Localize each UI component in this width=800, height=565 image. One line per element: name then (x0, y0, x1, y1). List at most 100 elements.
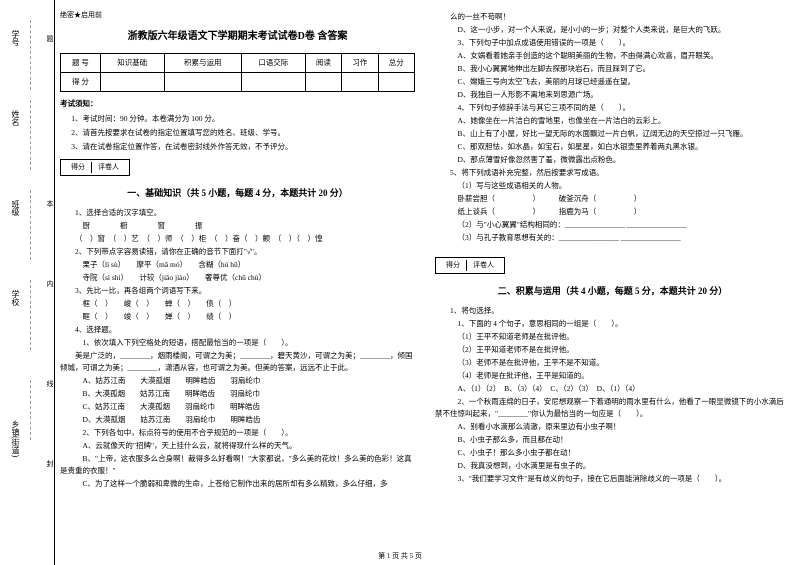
r4b: B、山上有了小屋，好比一望无际的水面飘过一片白帆，辽阔无边的天空掠过一只飞雁。 (435, 128, 790, 140)
th-no: 题 号 (61, 54, 101, 73)
th-1: 知识基础 (100, 54, 164, 73)
score-entry-2: 得分评卷人 (435, 257, 505, 274)
q4-1c: C、姑苏江南 大漠孤烟 羽扇纶巾 明眸皓齿 (60, 401, 415, 413)
r3c: C、嫦娥三号向太空飞去，美丽的月球已经遥遥在望。 (435, 76, 790, 88)
q4-2: 2、下列各句中，标点符号的使用不合乎规范的一项是（ ）。 (60, 427, 415, 439)
td-4 (305, 73, 341, 92)
rq1-2d: D、我真没想到，小水滴里是有虫子的。 (435, 460, 790, 472)
r5-1b: 纸上谈兵（ ） 指鹿为马（ ） (435, 206, 790, 218)
r5-1: （1）写与这些成语相关的人物。 (435, 180, 790, 192)
r5-3: （3）与孔子教育思想有关的：________________ _________… (435, 232, 790, 244)
q4-1: 1、依次填入下列空格处的短语，搭配最恰当的一项是（ ）。 (60, 337, 415, 349)
td-6 (378, 73, 414, 92)
score-table: 题 号 知识基础 积累与运用 口语交际 阅读 习作 总分 得 分 (60, 53, 415, 92)
notice-2: 2、请首先按要求在试卷的指定位置填写您的姓名、班级、学号。 (60, 127, 415, 139)
r4: 4、下列句子修辞手法与其它三项不同的是（ ）。 (435, 102, 790, 114)
r4c: C、那双胆怯，如水晶，如宝石，如星星，如白水银壶里养着两丸黑水银。 (435, 141, 790, 153)
q2a: 栗子（lì sù） 摩平（mā mó） 含糊（hú hū） (60, 259, 415, 271)
notice-1: 1、考试时间：90 分钟。本卷满分为 100 分。 (60, 113, 415, 125)
side-line-1 (30, 20, 31, 90)
side-note-1: 本 (45, 200, 55, 207)
q2b: 寺院（sì shì） 计较（jiǎo jiào） 奢尊优（chū chù） (60, 272, 415, 284)
q4-1b: B、大漠孤烟 姑苏江南 明眸皓齿 羽扇纶巾 (60, 388, 415, 400)
side-line-5 (30, 380, 31, 440)
section2-title: 二、积累与运用（共 4 小题，每题 5 分，本题共计 20 分） (435, 284, 790, 298)
rq1: 1、将句选择。 (435, 305, 790, 317)
rq1-2c: C、小虫子！那么多小虫子都在动！ (435, 447, 790, 459)
q4-2c: C、为了这样一个脆弱和卑微的生命，上苍给它制作出来的居所却有多么精致，多么仔细，… (60, 478, 415, 490)
rq1-1c: （3）老师不是在批评他，王平不是不知道。 (435, 357, 790, 369)
exam-title: 浙教版六年级语文下学期期末考试试卷D卷 含答案 (60, 29, 415, 45)
r3a: A、女娲看着她亲手创造的这个聪明美丽的生物，不由得满心欢喜，眉开眼笑。 (435, 50, 790, 62)
r4d: D、那点薄雪好像忽然害了羞，微微露出点粉色。 (435, 154, 790, 166)
notice-title: 考试须知： (60, 98, 415, 110)
rq1-2: 2、一个秋雨连绵的日子，安尼想观察一下着通明的雨水里有什么，他看了一眼显微镜下的… (435, 396, 790, 420)
notice-3: 3、请在试卷指定位置作答，在试卷密封线外作答无效，不予评分。 (60, 141, 415, 153)
r3: 3、下列句子中加点成语使用错误的一项是（ ）。 (435, 37, 790, 49)
q4-1t: 美是广泛的，________，烟雨楼阁，可谓之为美；________，碧天黄沙，… (60, 350, 415, 374)
q3b: 眶（ ） 竣（ ） 婵（ ） 绩（ ） (60, 311, 415, 323)
page-container: 绝密★启用前 浙教版六年级语文下学期期末考试试卷D卷 含答案 题 号 知识基础 … (0, 0, 800, 565)
side-note-3: 线 (45, 380, 55, 387)
r5-1a: 卧薪尝胆（ ） 破釜沉舟（ ） (435, 193, 790, 205)
confidential-mark: 绝密★启用前 (60, 10, 415, 21)
rq1-2a: A、别看小水滴那么清澈，原来里边有小虫子啊！ (435, 421, 790, 433)
r5-2: （2）与"小心翼翼"结构相同的：________________ _______… (435, 219, 790, 231)
r4a: A、她像坐在一片洁白的雪地里，也像坐在一片洁白的云彩上。 (435, 115, 790, 127)
q3: 3、先比一比，再各组两个词语写下来。 (60, 285, 415, 297)
side-note-2: 内 (45, 280, 55, 287)
score2-r: 评卷人 (467, 260, 500, 271)
side-label-exam-no: 学号 (10, 30, 21, 46)
q4-2a: A、云就像天的"招牌"，天上挂什么云，就将得现什么样的天气。 (60, 440, 415, 452)
td-score-label: 得 分 (61, 73, 101, 92)
side-line-4 (30, 280, 31, 350)
page-footer: 第 1 页 共 5 页 (0, 551, 800, 561)
r2: D、这一小步，对一个人来说，是小小的一步；对整个人类来说，是巨大的飞跃。 (435, 24, 790, 36)
th-6: 总分 (378, 54, 414, 73)
side-line-2 (30, 100, 31, 170)
th-3: 口语交际 (241, 54, 305, 73)
td-1 (100, 73, 164, 92)
td-2 (164, 73, 241, 92)
q4-1d: D、大漠孤烟 姑苏江南 羽扇纶巾 明眸皓齿 (60, 414, 415, 426)
side-warning: 题 (45, 35, 55, 42)
side-label-town: 乡镇(街道) (10, 420, 21, 457)
th-4: 阅读 (305, 54, 341, 73)
rq1-2b: B、小虫子那么多，而且都在动！ (435, 434, 790, 446)
th-5: 习作 (342, 54, 378, 73)
rq1-1: 1、下面的 4 个句子，意思相同的一组是（ ）。 (435, 318, 790, 330)
q4-1a: A、姑苏江南 大漠孤烟 明眸皓齿 羽扇纶巾 (60, 375, 415, 387)
score-entry-1: 得分评卷人 (60, 159, 130, 176)
q4: 4、选择题。 (60, 324, 415, 336)
side-label-school: 学校 (10, 290, 21, 306)
q1b: （ ）窗 （ ）艺 （ ）师 （ ）柜 （ ）奋（ ）颤 （ ）（ ）惶 (60, 233, 415, 245)
rq1-1a: （1）王平不知道老师是在批评他。 (435, 331, 790, 343)
rq1-opt: A、（1）（2） B、（3）（4） C、（2）（3） D、（1）（4） (435, 383, 790, 395)
r3b: B、我小心翼翼地伸出左脚去探那块岩石，而且踩到了它。 (435, 63, 790, 75)
score2-l: 得分 (440, 260, 467, 271)
side-label-class: 班级 (10, 200, 21, 216)
side-note-4: 封 (45, 460, 55, 467)
section1-title: 一、基础知识（共 5 小题，每题 4 分，本题共计 20 分） (60, 186, 415, 200)
q4-2b: B、"上帝，这衣服多么合身啊！裁得多么好看啊！"大家都说，"多么美的花纹！多么美… (60, 453, 415, 477)
r5: 5、将下列成语补充完整，然后按要求写成语。 (435, 167, 790, 179)
q2: 2、下列带点字容易读错，请你在正确的音节下面打"√"。 (60, 246, 415, 258)
rq1-3: 3、"我们要学习文件"是有歧义的句子，接在它后面能消除歧义的一项是（ ）。 (435, 473, 790, 485)
left-column: 绝密★启用前 浙教版六年级语文下学期期末考试试卷D卷 含答案 题 号 知识基础 … (60, 10, 415, 555)
q1: 1、选择合适的汉字填空。 (60, 207, 415, 219)
q3a: 框（ ） 峻（ ） 蝉（ ） 债（ ） (60, 298, 415, 310)
td-3 (241, 73, 305, 92)
right-column: 么的一丝不苟啊！ D、这一小步，对一个人来说，是小小的一步；对整个人类来说，是巨… (435, 10, 790, 555)
rq1-1b: （2）王平知道老师不是在批评他。 (435, 344, 790, 356)
score-r: 评卷人 (92, 162, 125, 173)
th-2: 积累与运用 (164, 54, 241, 73)
score-l: 得分 (65, 162, 92, 173)
side-line-3 (30, 190, 31, 260)
side-label-name: 姓名 (10, 110, 21, 126)
r3d: D、我独自一人形影不离地来到思源广场。 (435, 89, 790, 101)
r-cont: 么的一丝不苟啊！ (435, 11, 790, 23)
td-5 (342, 73, 378, 92)
q1a: 厨 橱 窗 振 (60, 220, 415, 232)
binding-margin: 学号 题 姓名 班级 本 内 学校 线 封 乡镇(街道) (0, 0, 55, 565)
rq1-1d: （4）老师是在批评他，王平是知道的。 (435, 370, 790, 382)
